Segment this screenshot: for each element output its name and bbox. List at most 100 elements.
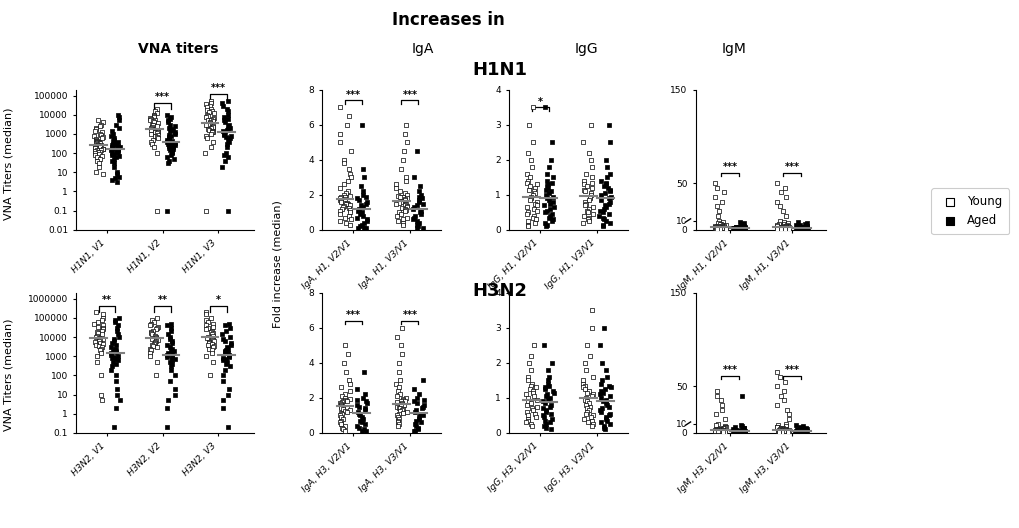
Point: [91, 150, 107, 158]
Point: [542, 410, 558, 418]
Point: [358, 397, 374, 406]
Point: [706, 222, 722, 230]
Point: [600, 411, 616, 420]
Point: [734, 220, 750, 229]
Point: [779, 222, 795, 230]
Text: ***: ***: [784, 162, 799, 172]
Point: [147, 127, 163, 136]
Point: [518, 408, 534, 416]
Point: [391, 407, 408, 416]
Point: [163, 131, 179, 140]
Point: [205, 127, 221, 136]
Point: [359, 197, 375, 206]
Point: [714, 426, 731, 434]
Point: [394, 400, 411, 408]
Point: [725, 223, 741, 232]
Point: [539, 376, 555, 385]
Point: [392, 197, 409, 206]
Point: [106, 423, 122, 431]
Point: [584, 306, 600, 315]
Point: [222, 131, 238, 140]
Point: [798, 222, 814, 230]
Point: [788, 225, 804, 234]
Point: [728, 222, 744, 231]
Point: [519, 401, 535, 409]
Point: [147, 116, 163, 125]
Point: [147, 107, 163, 116]
Point: [775, 218, 792, 227]
Point: [796, 426, 812, 435]
Point: [109, 327, 125, 335]
Point: [600, 402, 616, 411]
Point: [203, 105, 219, 113]
Point: [519, 373, 535, 381]
Point: [92, 338, 108, 347]
Point: [144, 130, 160, 138]
Point: [111, 172, 127, 181]
Point: [197, 149, 213, 157]
Point: [387, 380, 404, 388]
Point: [219, 136, 235, 144]
Point: [388, 411, 405, 420]
Point: [163, 324, 179, 332]
Point: [776, 425, 793, 433]
Point: [578, 182, 594, 190]
Point: [529, 402, 545, 411]
Point: [198, 325, 214, 334]
Point: [162, 115, 178, 123]
Point: [215, 377, 231, 385]
Point: [148, 333, 164, 341]
Point: [799, 223, 815, 232]
Point: [216, 130, 232, 138]
Point: [788, 221, 804, 229]
Point: [203, 314, 219, 322]
Point: [411, 196, 427, 204]
Point: [602, 383, 619, 392]
Point: [708, 391, 725, 400]
Point: [164, 147, 180, 156]
Point: [709, 427, 726, 436]
Point: [398, 203, 415, 211]
Point: [336, 341, 353, 350]
Point: [342, 394, 359, 403]
Point: [537, 408, 553, 416]
Point: [526, 205, 542, 213]
Point: [336, 395, 353, 404]
Point: [388, 398, 405, 407]
Point: [539, 180, 555, 188]
Point: [710, 223, 727, 231]
Point: [797, 221, 813, 230]
Point: [406, 427, 422, 436]
Point: [410, 187, 426, 195]
Point: [390, 217, 407, 225]
Point: [159, 136, 175, 144]
Point: [88, 136, 104, 144]
Point: [166, 355, 182, 363]
Point: [355, 212, 371, 220]
Point: [108, 348, 124, 356]
Point: [578, 169, 594, 178]
Point: [107, 344, 123, 353]
Point: [394, 220, 411, 229]
Point: [216, 347, 232, 355]
Point: [792, 221, 808, 229]
Point: [394, 156, 411, 164]
Point: [88, 168, 104, 176]
Point: [388, 212, 405, 220]
Point: [201, 338, 217, 347]
Point: [599, 173, 615, 182]
Point: [732, 224, 748, 232]
Point: [219, 344, 235, 353]
Point: [408, 417, 424, 425]
Point: [342, 147, 359, 155]
Point: [596, 425, 612, 433]
Point: [527, 200, 543, 208]
Point: [109, 168, 125, 176]
Point: [103, 131, 119, 140]
Text: Fold increase (median): Fold increase (median): [272, 200, 282, 328]
Text: H3N2: H3N2: [472, 282, 527, 300]
Point: [163, 140, 179, 149]
Point: [103, 146, 119, 154]
Point: [164, 126, 180, 134]
Point: [583, 173, 599, 182]
